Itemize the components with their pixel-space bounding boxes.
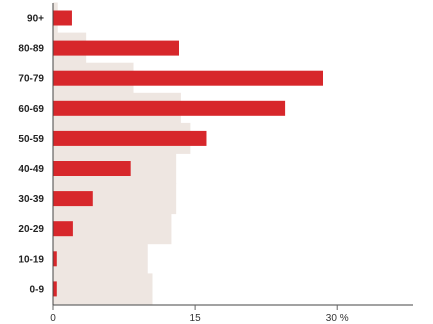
x-ticks-group: 0 15 30 % (50, 305, 349, 324)
x-tick-label-15: 15 (190, 313, 202, 324)
category-labels-group: 90+ 80-89 70-79 60-69 50-59 40-49 30-39 20-29 10… (18, 14, 44, 296)
foreground-bars-group (53, 10, 323, 297)
foreground-bar-90+ (53, 10, 72, 26)
category-label-0-9: 0-9 (30, 284, 45, 295)
category-label-20-29: 20-29 (18, 224, 44, 235)
category-label-80-89: 80-89 (18, 44, 44, 55)
background-bar-10-19 (53, 243, 148, 275)
foreground-bar-80-89 (53, 40, 179, 56)
category-label-30-39: 30-39 (18, 194, 44, 205)
foreground-bar-20-29 (53, 221, 73, 237)
foreground-bar-0-9 (53, 281, 57, 297)
category-label-70-79: 70-79 (18, 74, 44, 85)
background-bar-0-9 (53, 273, 153, 305)
foreground-bar-30-39 (53, 191, 93, 207)
category-label-50-59: 50-59 (18, 134, 44, 145)
foreground-bar-40-49 (53, 161, 131, 176)
category-label-90+: 90+ (27, 14, 44, 25)
foreground-bar-10-19 (53, 251, 57, 267)
x-tick-label-30: 30 % (326, 313, 349, 324)
category-label-10-19: 10-19 (18, 254, 44, 265)
foreground-bar-60-69 (53, 100, 286, 116)
foreground-bar-50-59 (53, 130, 207, 146)
category-label-60-69: 60-69 (18, 104, 44, 115)
x-tick-label-0: 0 (50, 313, 56, 324)
foreground-bar-70-79 (53, 70, 323, 86)
category-label-40-49: 40-49 (18, 164, 44, 175)
